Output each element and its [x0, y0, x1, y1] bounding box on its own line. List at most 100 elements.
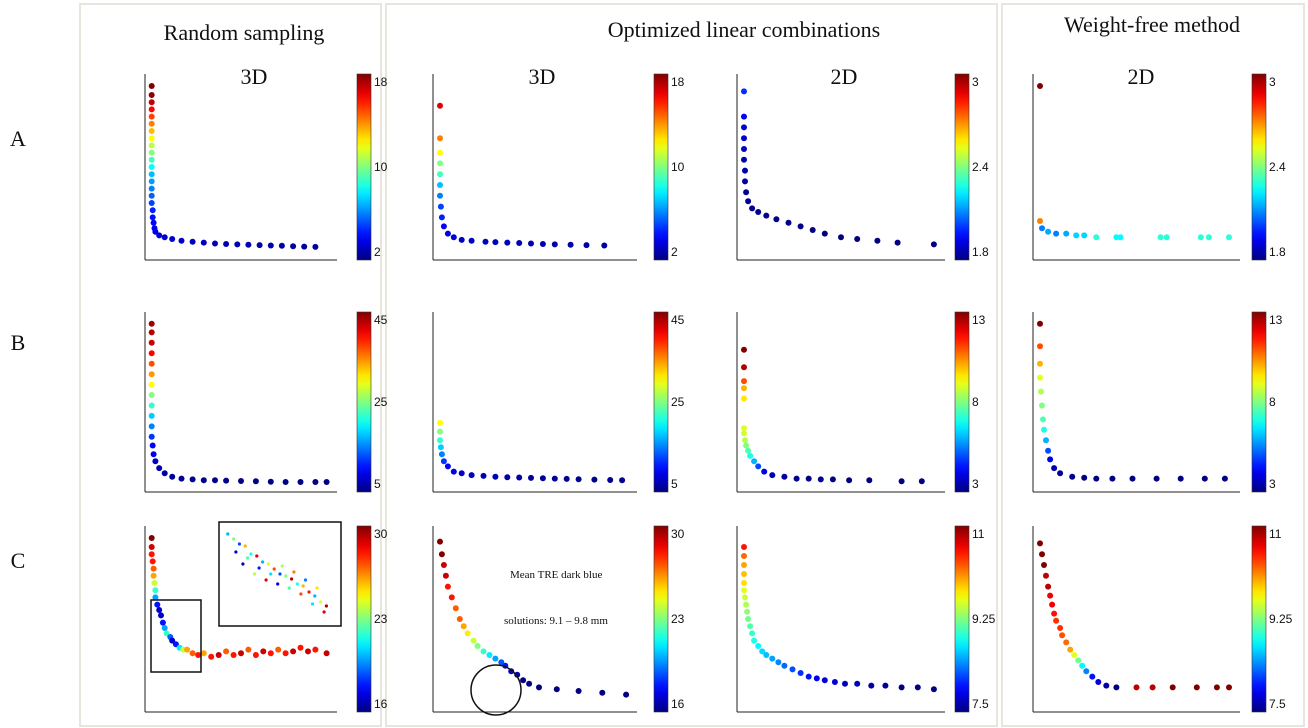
data-point: [184, 646, 191, 653]
data-point: [894, 239, 901, 246]
colorbar: [356, 311, 372, 493]
data-point: [1093, 475, 1100, 482]
data-point: [178, 475, 185, 482]
data-point: [148, 128, 155, 134]
data-point: [575, 476, 582, 483]
inset-point: [319, 600, 323, 604]
data-point: [1197, 234, 1204, 241]
data-point: [437, 203, 444, 210]
panel-a-weight-free: 1.8 2.4 3: [1032, 73, 1286, 261]
data-point: [1163, 234, 1170, 241]
data-point: [468, 472, 475, 479]
data-point: [252, 478, 259, 485]
data-point: [1113, 684, 1120, 691]
colorbar-tick-label: 2: [671, 245, 678, 259]
data-point: [854, 680, 861, 687]
data-point: [821, 230, 828, 237]
inset-point: [264, 578, 268, 582]
data-point: [148, 142, 155, 149]
data-point: [290, 243, 297, 250]
data-point: [797, 223, 804, 230]
group-title-optimized: Optimized linear combinations: [608, 17, 881, 42]
data-point: [1043, 437, 1049, 444]
data-point: [741, 346, 747, 353]
data-point: [161, 625, 168, 631]
data-point: [148, 412, 155, 419]
data-point: [914, 684, 921, 691]
data-point: [785, 219, 792, 226]
data-point: [741, 156, 747, 163]
data-point: [189, 476, 196, 483]
data-point: [846, 477, 853, 484]
data-point: [930, 686, 937, 693]
data-point: [438, 451, 445, 458]
data-point: [761, 468, 768, 475]
inset-point: [287, 586, 291, 590]
data-point: [619, 477, 626, 484]
data-point: [1051, 465, 1058, 472]
data-point: [149, 214, 156, 221]
data-point: [152, 587, 159, 594]
data-point: [1226, 684, 1232, 691]
data-point: [1153, 475, 1160, 482]
inset-point: [245, 556, 250, 560]
data-point: [437, 428, 443, 435]
annotation-line2: solutions: 9.1 – 9.8 mm: [504, 615, 608, 627]
data-point: [148, 329, 155, 336]
data-point: [440, 458, 447, 465]
data-point: [1083, 668, 1090, 675]
data-point: [452, 605, 459, 612]
data-point: [805, 475, 812, 482]
data-point: [149, 442, 156, 449]
data-point: [1059, 632, 1066, 639]
colorbar-tick-label: 5: [374, 477, 381, 491]
data-point: [1075, 657, 1082, 664]
data-point: [1037, 360, 1043, 367]
data-point: [743, 189, 750, 196]
data-point: [148, 551, 155, 558]
colorbar-tick-label: 7.5: [1269, 697, 1286, 711]
data-point: [743, 442, 750, 449]
data-point: [514, 671, 521, 678]
data-point: [1109, 475, 1116, 482]
dim-label-col4: 2D: [1128, 64, 1155, 89]
data-point: [745, 616, 752, 622]
inset-point: [276, 582, 280, 586]
colorbar-tick-label: 13: [1269, 313, 1283, 327]
data-point: [842, 680, 848, 687]
data-point: [148, 171, 155, 178]
data-point: [741, 385, 747, 392]
data-point: [148, 339, 155, 346]
data-point: [744, 608, 751, 615]
data-point: [245, 646, 252, 653]
data-point: [460, 623, 467, 630]
inset-point: [266, 562, 270, 566]
group-box-random-sampling: [79, 3, 382, 727]
data-point: [526, 680, 533, 687]
data-point: [898, 684, 905, 691]
data-point: [151, 580, 158, 586]
data-point: [169, 473, 176, 480]
data-point: [1095, 679, 1102, 685]
data-point: [148, 178, 155, 185]
data-point: [438, 551, 445, 558]
data-point: [755, 209, 762, 215]
data-point: [918, 478, 925, 485]
data-point: [148, 106, 155, 113]
data-point: [301, 243, 308, 250]
data-point: [1047, 456, 1054, 463]
data-point: [444, 463, 451, 470]
data-point: [148, 120, 155, 127]
data-point: [156, 607, 163, 613]
zoom-inset-points: [226, 532, 328, 614]
inset-point: [234, 550, 238, 554]
data-point: [741, 113, 747, 120]
data-point: [172, 641, 179, 648]
inset-point: [249, 552, 253, 556]
data-point: [930, 241, 937, 248]
data-point: [148, 371, 155, 378]
colorbar-tick-label: 11: [972, 527, 985, 541]
data-point: [154, 601, 161, 608]
data-point: [230, 652, 237, 658]
data-point: [150, 572, 157, 579]
